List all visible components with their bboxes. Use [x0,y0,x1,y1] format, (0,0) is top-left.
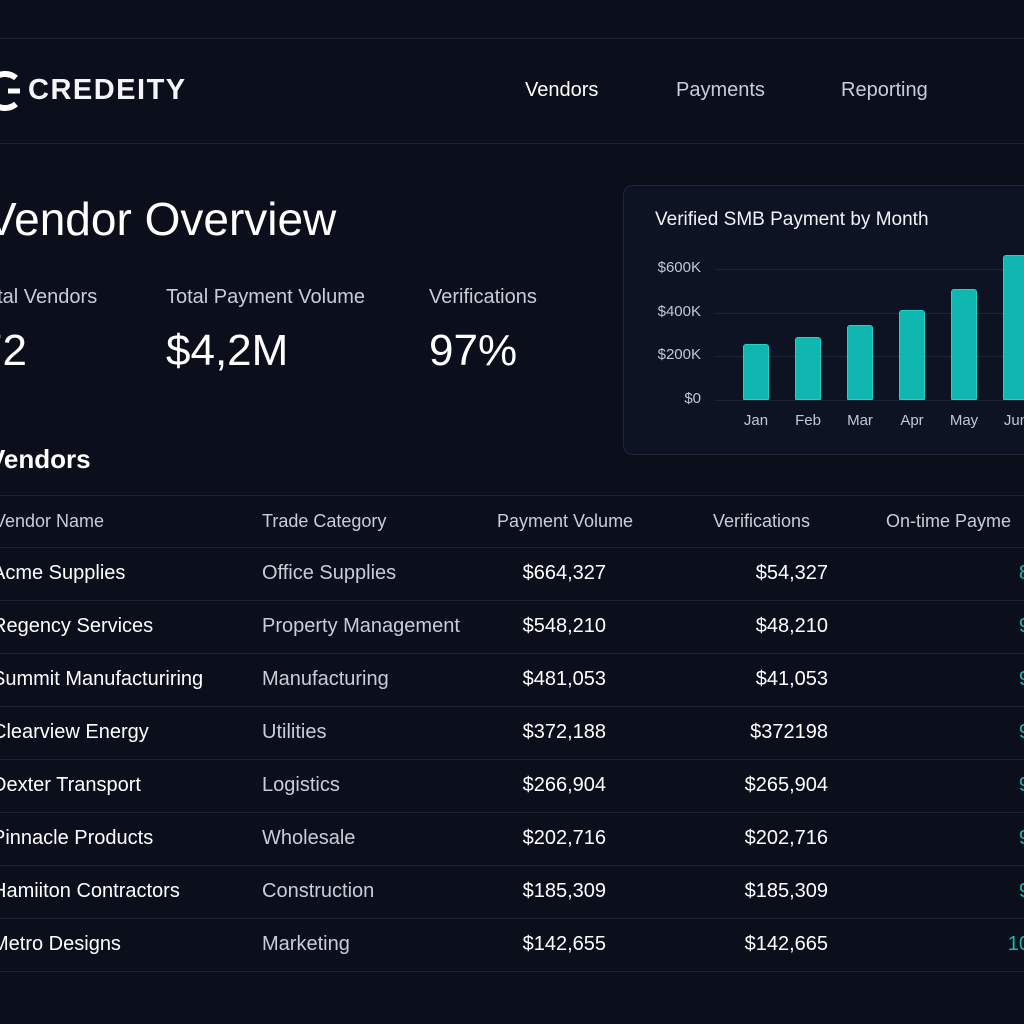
y-tick-label: $0 [684,390,701,407]
payment-volume: $185,309 [522,880,606,902]
verifications: $372198 [750,721,828,743]
gridline [715,400,1024,401]
stat-value-verifications: 97% [429,326,518,375]
vendors-section-title: Vendors [0,444,91,474]
page-title: Vendor Overview [0,193,337,245]
bar-jan [743,344,769,400]
y-tick-label: $400K [657,302,701,320]
row-divider [0,600,1024,601]
bar-apr [899,310,925,400]
trade-category: Utilities [262,721,327,743]
verifications: $142,665 [744,933,828,955]
trade-category: Property Management [262,615,460,637]
vendor-name[interactable]: Dexter Transport [0,774,141,796]
nav-payments[interactable]: Payments [676,79,765,101]
bar-jun [1003,254,1024,400]
logo-icon [0,71,20,111]
on-time-payment: 9 [930,880,1024,903]
payment-volume: $266,904 [522,774,606,796]
vendor-name[interactable]: Acme Supplies [0,562,126,584]
bar-may [951,288,977,400]
x-tick-label: Jun [1003,412,1024,429]
vendor-name[interactable]: Hamiiton Contractors [0,880,180,902]
verifications: $54,327 [755,562,828,584]
stat-label-verifications: Verifications [429,286,537,308]
vendor-name[interactable]: Pinnacle Products [0,827,154,849]
column-header[interactable]: Payment Volume [497,511,634,531]
gridline [715,269,1024,270]
verifications: $202,716 [744,827,828,849]
trade-category: Logistics [262,774,340,796]
payment-volume: $664,327 [522,562,606,584]
row-divider [0,865,1024,866]
verifications: $185,309 [744,880,828,902]
payment-volume: $142,655 [522,933,606,955]
x-tick-label: May [949,412,979,429]
bar-mar [847,324,873,400]
column-header[interactable]: On-time Payme [886,511,1012,531]
row-divider [0,706,1024,707]
on-time-payment: 9 [930,721,1024,744]
trade-category: Manufacturing [262,668,389,690]
verifications: $265,904 [744,774,828,796]
column-header[interactable]: Trade Category [262,511,387,531]
on-time-payment: 9 [930,615,1024,638]
on-time-payment: 9 [930,774,1024,797]
top-divider [0,38,1024,39]
brand-logo: CREDEITY [28,74,187,106]
trade-category: Wholesale [262,827,356,849]
column-header[interactable]: Verifications [713,511,811,531]
bar-feb [795,336,821,400]
table-divider [0,547,1024,548]
trade-category: Construction [262,880,375,902]
payment-volume: $481,053 [522,668,606,690]
row-divider [0,812,1024,813]
on-time-payment: 8 [930,562,1024,585]
y-tick-label: $600K [657,259,701,276]
row-divider [0,971,1024,972]
stat-value-payment-volume: $4,2M [166,326,289,375]
x-tick-label: Apr [900,412,924,429]
table-divider [0,495,1024,496]
on-time-payment: 9 [930,827,1024,850]
column-header[interactable]: Vendor Name [0,511,105,531]
chart-title: Verified SMB Payment by Month [655,209,929,230]
payment-volume: $202,716 [522,827,606,849]
payment-volume: $548,210 [522,615,606,637]
verifications: $41,053 [755,668,828,690]
payment-volume: $372,188 [522,721,606,743]
stat-label-total-vendors: Total Vendors [0,286,98,308]
vendor-name[interactable]: Regency Services [0,615,154,637]
vendor-name[interactable]: Metro Designs [0,933,121,955]
row-divider [0,918,1024,919]
x-tick-label: Feb [795,412,821,429]
row-divider [0,653,1024,654]
x-tick-label: Mar [847,412,873,429]
x-tick-label: Jan [743,412,769,429]
vendor-name[interactable]: Summit Manufacturiring [0,668,204,690]
on-time-payment: 9 [930,668,1024,691]
nav-reporting[interactable]: Reporting [841,79,928,101]
nav-vendors[interactable]: Vendors [525,79,599,101]
row-divider [0,759,1024,760]
trade-category: Marketing [262,933,350,955]
gridline [715,312,1024,314]
header-divider [0,143,1024,144]
on-time-payment: 10 [1007,933,1024,955]
trade-category: Office Supplies [262,562,397,584]
vendor-name[interactable]: Clearview Energy [0,721,149,743]
stat-value-total-vendors: 72 [0,326,27,375]
stat-label-payment-volume: Total Payment Volume [166,286,365,308]
verifications: $48,210 [755,615,828,637]
y-tick-label: $200K [657,346,701,364]
